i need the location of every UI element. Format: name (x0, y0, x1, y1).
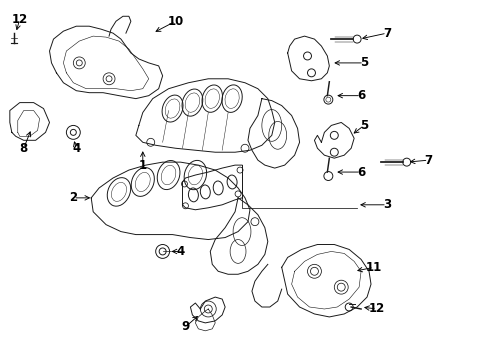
Text: 12: 12 (12, 13, 28, 26)
Text: 7: 7 (424, 154, 432, 167)
Text: 4: 4 (176, 245, 184, 258)
Text: 7: 7 (382, 27, 390, 40)
Text: 5: 5 (359, 119, 367, 132)
Text: 3: 3 (382, 198, 390, 211)
Text: 9: 9 (181, 320, 189, 333)
Text: 4: 4 (72, 142, 80, 155)
Text: 2: 2 (69, 192, 77, 204)
Text: 12: 12 (368, 302, 385, 315)
Text: 6: 6 (356, 166, 365, 179)
Text: 8: 8 (20, 142, 28, 155)
Text: 10: 10 (167, 15, 183, 28)
Text: 11: 11 (365, 261, 381, 274)
Text: 6: 6 (356, 89, 365, 102)
Text: 5: 5 (359, 57, 367, 69)
Text: 1: 1 (139, 159, 146, 172)
